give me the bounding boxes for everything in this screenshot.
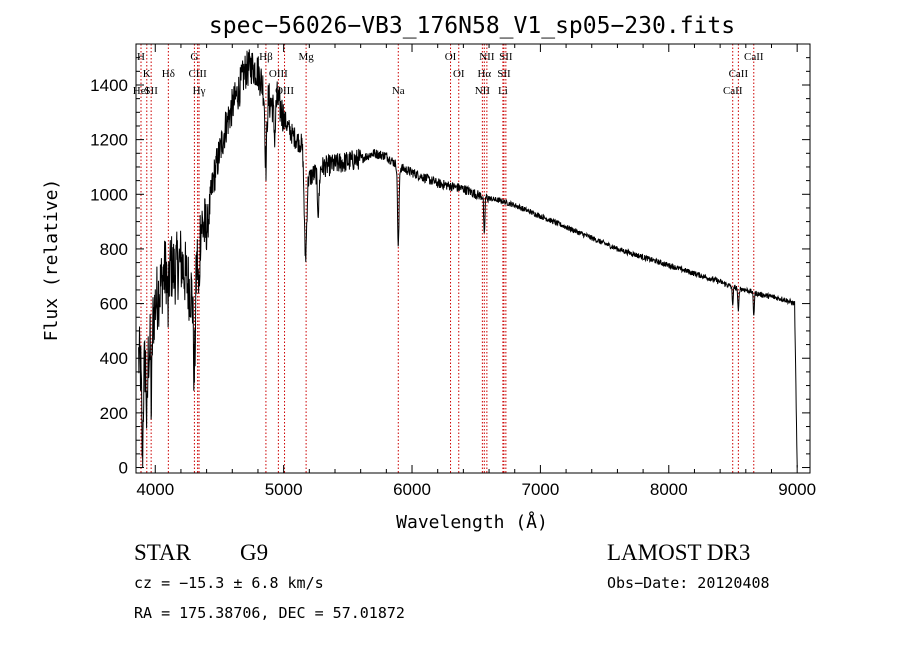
spectral-line-label: Hδ [162,68,175,80]
spectral-line-label: CaII [723,85,743,97]
chart-title: spec−56026−VB3_176N58_V1_sp05−230.fits [209,13,735,39]
x-axis: 4000 5000 6000 7000 8000 9000 [136,44,816,499]
spectrum-line [138,49,798,468]
x-axis-label: Wavelength (Å) [396,511,548,533]
subclass-label: G9 [240,540,268,565]
x-tick-label: 9000 [778,480,816,499]
spectral-line-label: CIII [188,68,207,80]
y-tick-label: 1000 [90,185,128,204]
plot-frame [135,43,811,474]
coords-text: RA = 175.38706, DEC = 57.01872 [134,604,405,622]
spectral-line-label: Hα [477,68,491,80]
spectral-line-label: NII [475,85,491,97]
y-tick-label: 200 [100,404,128,423]
spectral-line-label: CaII [729,68,749,80]
spectral-line-label: SII [499,51,513,63]
y-axis-label: Flux (relative) [41,179,62,342]
spectral-line-label: CaII [744,51,764,63]
spectral-line-label: G [190,51,198,63]
y-tick-label: 1400 [90,76,128,95]
spectral-line-label: Li [498,85,508,97]
spectral-line-label: SII [497,68,511,80]
spectral-line-label: OIII [275,85,294,97]
x-tick-label: 6000 [393,480,431,499]
spectral-line-label: NII [479,51,495,63]
y-axis: 0 200 400 600 800 1000 1200 1400 [90,57,810,478]
y-tick-label: 800 [100,240,128,259]
spectral-line-label: OI [453,68,465,80]
spectral-line-label: Na [392,85,405,97]
x-tick-label: 4000 [136,480,174,499]
y-tick-label: 1200 [90,131,128,150]
spectral-line-label: K [143,68,151,80]
spectral-line-labels: HKHeISIIHδGCIIIHγHβOIIIOIIIMgNaOIOINIIHα… [133,51,764,97]
spectral-line-label: Mg [298,51,314,63]
spectral-line-label: OIII [269,68,288,80]
x-tick-label: 5000 [265,480,303,499]
class-label: STAR [134,540,192,565]
survey-label: LAMOST DR3 [607,540,750,565]
redshift-text: cz = −15.3 ± 6.8 km/s [134,574,324,592]
spectral-line-label: H [137,51,145,63]
spectral-line-label: HeI [133,85,150,97]
spectral-line-label: SII [144,85,158,97]
y-tick-label: 400 [100,349,128,368]
spectral-line-label: Hγ [193,85,206,97]
x-tick-label: 8000 [650,480,688,499]
spectral-line-label: Hβ [259,51,273,63]
obs-date-text: Obs−Date: 20120408 [607,574,770,592]
x-tick-label: 7000 [521,480,559,499]
y-tick-label: 0 [119,459,128,478]
y-tick-label: 600 [100,295,128,314]
spectral-line-label: OI [445,51,457,63]
